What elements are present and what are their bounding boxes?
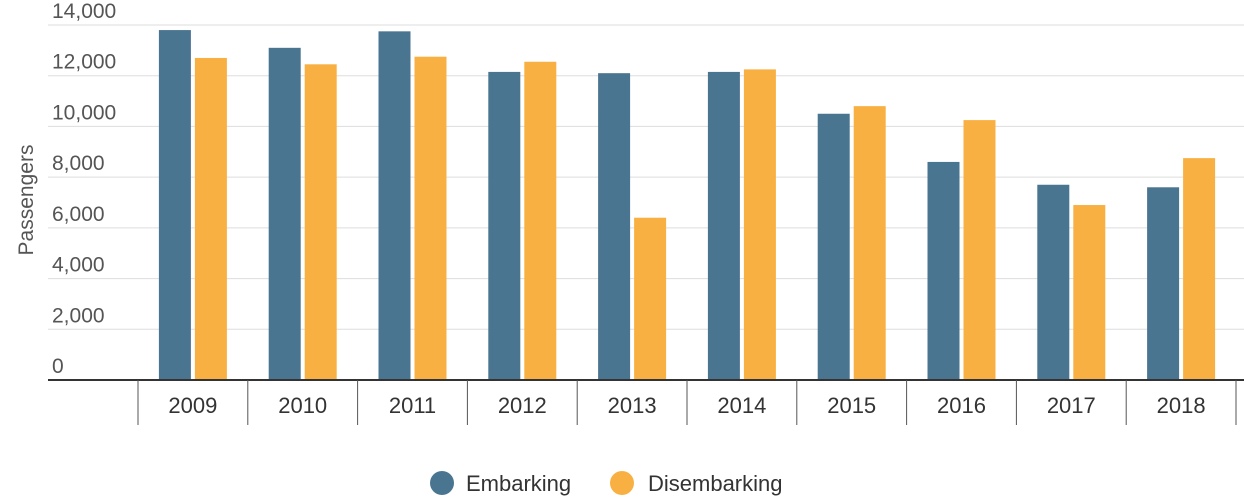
- x-tick-label: 2017: [1047, 393, 1096, 418]
- y-tick-label: 10,000: [52, 101, 116, 124]
- bar-embarking-2018: [1147, 187, 1180, 380]
- legend: Embarking Disembarking: [430, 471, 783, 496]
- y-tick-label: 8,000: [52, 152, 105, 175]
- legend-swatch: [430, 471, 454, 495]
- bar-embarking-2015: [817, 113, 850, 380]
- bar-disembarking-2017: [1073, 205, 1106, 380]
- y-axis-label: Passengers: [15, 145, 38, 256]
- y-tick-label: 2,000: [52, 304, 105, 327]
- bar-disembarking-2018: [1183, 158, 1216, 380]
- x-axis: 2009 2010 2011 2012 2013 2014 2015 2016 2017 2018: [48, 379, 1244, 425]
- bar-embarking-2016: [927, 161, 960, 380]
- x-tick-label: 2010: [278, 393, 327, 418]
- legend-swatch: [610, 471, 634, 495]
- x-tick-label: 2011: [389, 393, 436, 418]
- x-tick-label: 2013: [608, 393, 657, 418]
- x-tick-label: 2016: [937, 393, 986, 418]
- legend-item-disembarking: Disembarking: [610, 471, 783, 496]
- y-tick-label: 12,000: [52, 51, 116, 74]
- x-tick-label: 2009: [168, 393, 217, 418]
- bar-disembarking-2015: [853, 106, 886, 381]
- legend-label: Embarking: [466, 471, 571, 496]
- bar-embarking-2010: [268, 47, 301, 380]
- x-tick-label: 2015: [827, 393, 876, 418]
- bar-disembarking-2010: [304, 64, 337, 380]
- bar-embarking-2009: [158, 30, 191, 380]
- y-tick-label: 6,000: [52, 203, 105, 226]
- bars: [158, 30, 1216, 381]
- bar-embarking-2013: [598, 73, 631, 380]
- bar-disembarking-2013: [634, 217, 667, 380]
- x-tick-label: 2014: [717, 393, 766, 418]
- bar-embarking-2014: [707, 71, 740, 381]
- bar-disembarking-2016: [963, 120, 996, 380]
- x-tick-label: 2012: [498, 393, 547, 418]
- y-tick-label: 14,000: [52, 0, 116, 23]
- bar-embarking-2011: [378, 31, 411, 380]
- bar-disembarking-2011: [414, 56, 447, 380]
- legend-item-embarking: Embarking: [430, 471, 571, 496]
- bar-disembarking-2012: [524, 61, 557, 381]
- bar-embarking-2012: [488, 71, 521, 381]
- legend-label: Disembarking: [648, 471, 783, 496]
- bar-embarking-2017: [1037, 184, 1070, 380]
- bar-disembarking-2014: [743, 69, 776, 380]
- bar-disembarking-2009: [194, 57, 227, 380]
- y-tick-label: 0: [52, 355, 64, 378]
- y-axis-tick-labels: 0 2,000 4,000 6,000 8,000 10,000 12,000 14,000: [52, 0, 116, 378]
- y-tick-label: 4,000: [52, 254, 105, 277]
- x-tick-label: 2018: [1157, 393, 1206, 418]
